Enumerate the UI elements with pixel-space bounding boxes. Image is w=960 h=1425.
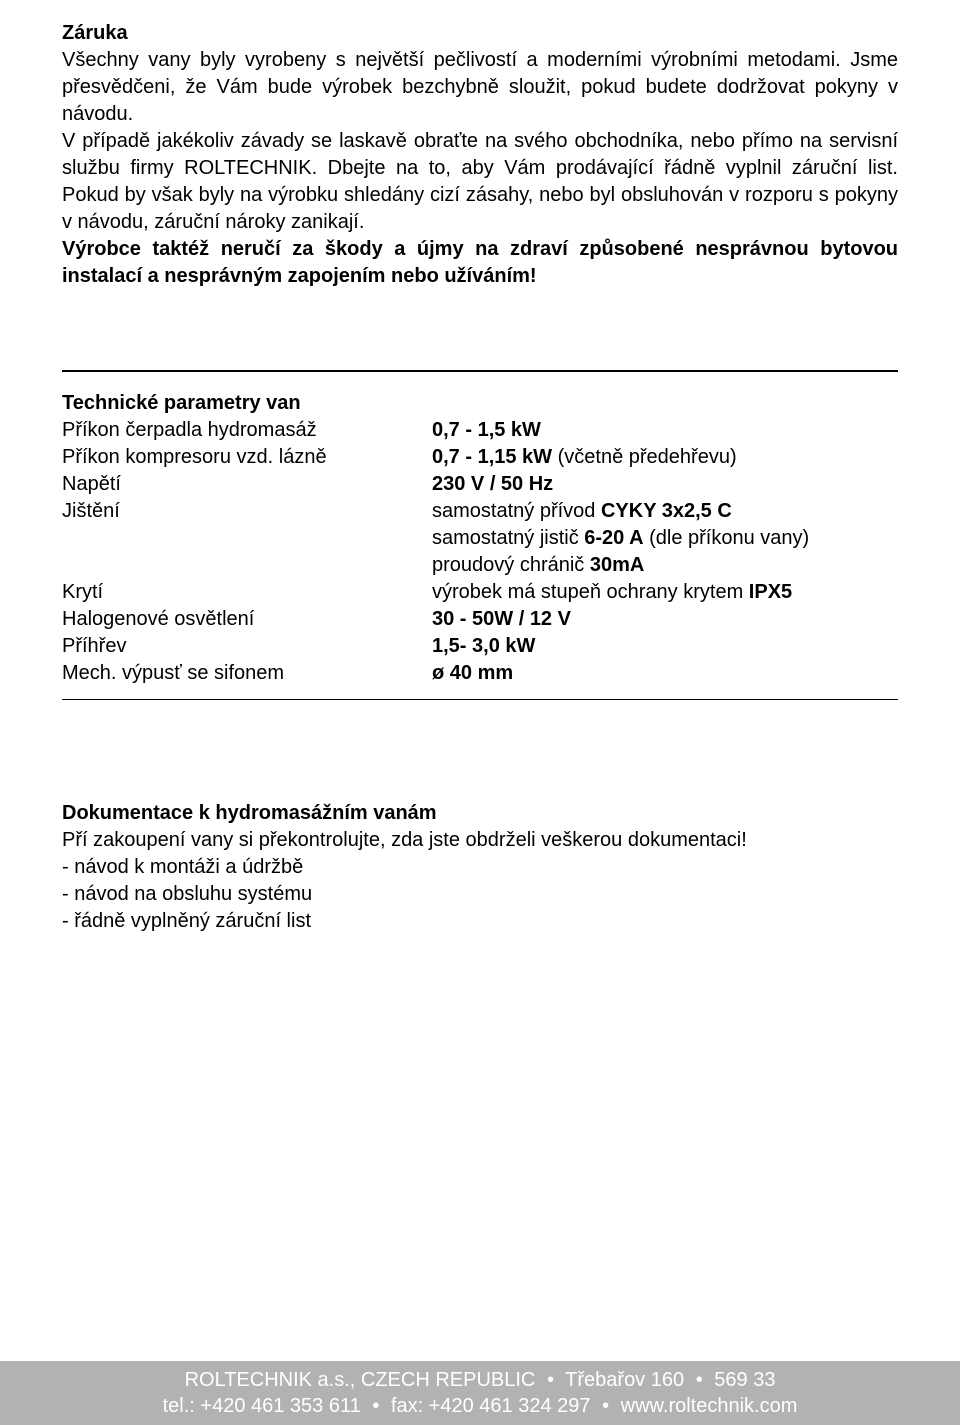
list-item: - řádně vyplněný záruční list [62, 908, 898, 935]
param-label: Příkon čerpadla hydromasáž [62, 417, 432, 444]
footer-tel: tel.: +420 461 353 611 [163, 1395, 361, 1417]
footer-web: www.roltechnik.com [621, 1395, 798, 1417]
list-item: - návod k montáži a údržbě [62, 854, 898, 881]
bullet-icon: • [366, 1393, 385, 1419]
param-value: 30 - 50W / 12 V [432, 606, 898, 633]
param-value: samostatný přívod CYKY 3x2,5 C [432, 498, 898, 525]
param-label: Příkon kompresoru vzd. lázně [62, 444, 432, 471]
table-row: Příkon čerpadla hydromasáž0,7 - 1,5 kW [62, 417, 898, 444]
footer-line-1: ROLTECHNIK a.s., CZECH REPUBLIC • Třebař… [0, 1367, 960, 1393]
table-row: samostatný jistič 6-20 A (dle příkonu va… [62, 525, 898, 552]
params-section: Technické parametry van Příkon čerpadla … [62, 390, 898, 687]
param-value: ø 40 mm [432, 660, 898, 687]
param-label [62, 552, 432, 579]
table-row: Mech. výpusť se sifonemø 40 mm [62, 660, 898, 687]
param-label [62, 525, 432, 552]
warranty-paragraph-2: V případě jakékoliv závady se laskavě ob… [62, 128, 898, 236]
footer-company: ROLTECHNIK a.s., CZECH REPUBLIC [185, 1369, 536, 1391]
divider-bottom [62, 699, 898, 700]
table-row: Krytívýrobek má stupeň ochrany krytem IP… [62, 579, 898, 606]
warranty-title: Záruka [62, 20, 898, 47]
footer-address: Třebařov 160 [565, 1369, 684, 1391]
params-title: Technické parametry van [62, 390, 898, 417]
table-row: Halogenové osvětlení30 - 50W / 12 V [62, 606, 898, 633]
param-value: 0,7 - 1,5 kW [432, 417, 898, 444]
param-value: samostatný jistič 6-20 A (dle příkonu va… [432, 525, 898, 552]
param-label: Mech. výpusť se sifonem [62, 660, 432, 687]
footer-fax: fax: +420 461 324 297 [391, 1395, 591, 1417]
warranty-paragraph-1: Všechny vany byly vyrobeny s největší pe… [62, 47, 898, 128]
docs-list: - návod k montáži a údržbě- návod na obs… [62, 854, 898, 935]
param-value: výrobek má stupeň ochrany krytem IPX5 [432, 579, 898, 606]
params-table: Příkon čerpadla hydromasáž0,7 - 1,5 kWPř… [62, 417, 898, 687]
docs-intro: Pří zakoupení vany si překontrolujte, zd… [62, 827, 898, 854]
warranty-section: Záruka Všechny vany byly vyrobeny s nejv… [62, 20, 898, 290]
warranty-paragraph-3: Výrobce taktéž neručí za škody a újmy na… [62, 236, 898, 290]
table-row: Jištěnísamostatný přívod CYKY 3x2,5 C [62, 498, 898, 525]
param-value: 0,7 - 1,15 kW (včetně předehřevu) [432, 444, 898, 471]
footer-zip: 569 33 [714, 1369, 775, 1391]
param-label: Příhřev [62, 633, 432, 660]
bullet-icon: • [690, 1367, 709, 1393]
param-label: Napětí [62, 471, 432, 498]
table-row: Napětí230 V / 50 Hz [62, 471, 898, 498]
param-label: Halogenové osvětlení [62, 606, 432, 633]
table-row: Příkon kompresoru vzd. lázně0,7 - 1,15 k… [62, 444, 898, 471]
bullet-icon: • [596, 1393, 615, 1419]
table-row: proudový chránič 30mA [62, 552, 898, 579]
docs-section: Dokumentace k hydromasážním vanám Pří za… [62, 800, 898, 935]
param-label: Jištění [62, 498, 432, 525]
table-row: Příhřev1,5- 3,0 kW [62, 633, 898, 660]
docs-title: Dokumentace k hydromasážním vanám [62, 800, 898, 827]
page-footer: ROLTECHNIK a.s., CZECH REPUBLIC • Třebař… [0, 1361, 960, 1425]
param-label: Krytí [62, 579, 432, 606]
param-value: proudový chránič 30mA [432, 552, 898, 579]
footer-line-2: tel.: +420 461 353 611 • fax: +420 461 3… [0, 1393, 960, 1419]
list-item: - návod na obsluhu systému [62, 881, 898, 908]
param-value: 230 V / 50 Hz [432, 471, 898, 498]
divider-top [62, 370, 898, 372]
bullet-icon: • [541, 1367, 560, 1393]
param-value: 1,5- 3,0 kW [432, 633, 898, 660]
